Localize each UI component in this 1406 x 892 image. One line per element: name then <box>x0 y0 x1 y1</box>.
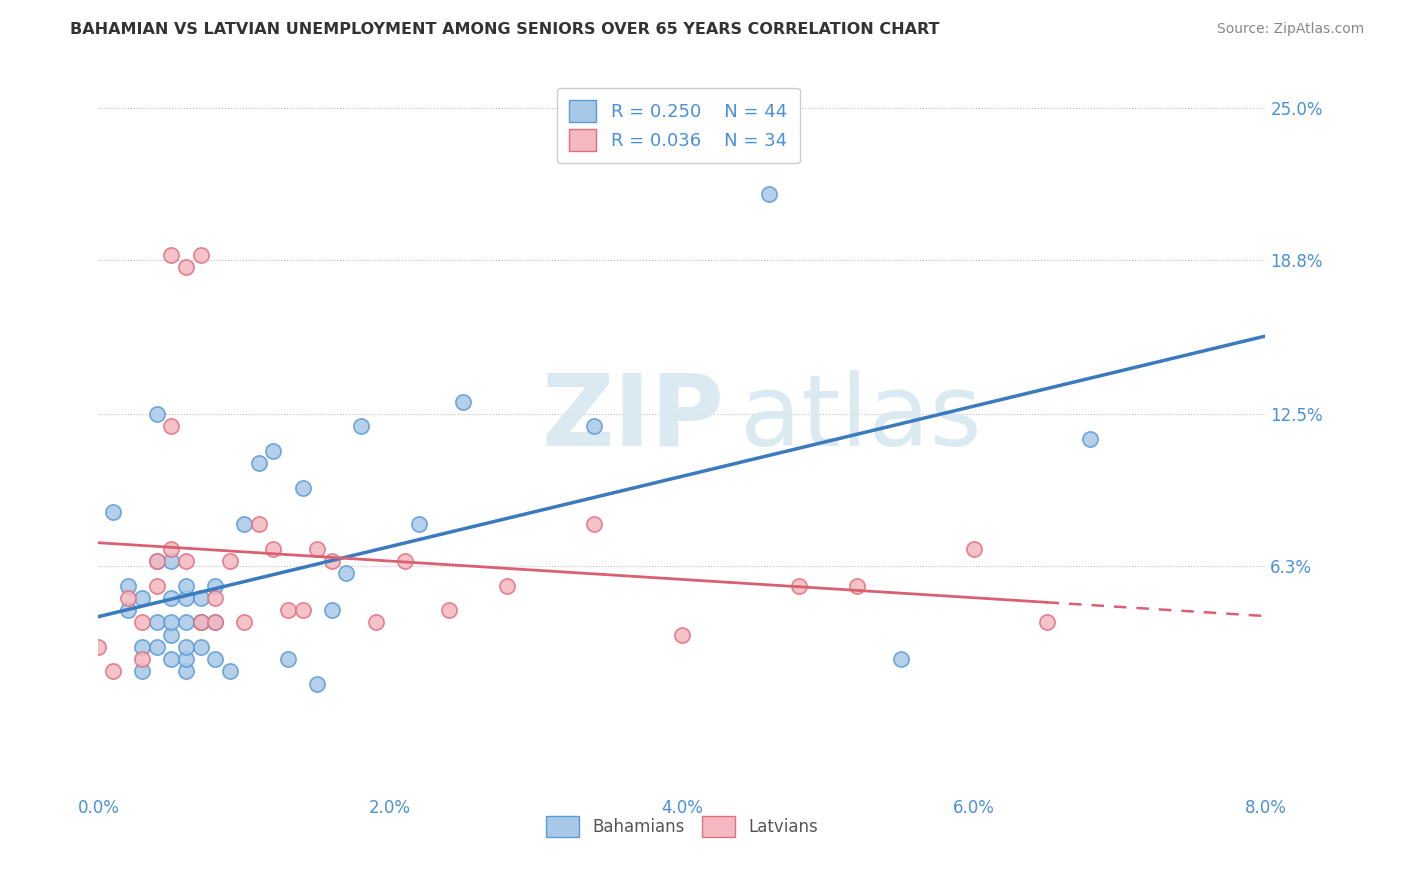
Point <box>190 640 212 654</box>
Point <box>962 541 984 556</box>
Point <box>131 652 153 666</box>
Point <box>174 640 197 654</box>
Point <box>160 248 183 262</box>
Point <box>291 603 314 617</box>
Point <box>204 591 226 605</box>
Point <box>174 652 197 666</box>
Point <box>204 652 226 666</box>
Point <box>262 541 284 556</box>
Point <box>1035 615 1057 630</box>
Point <box>87 640 110 654</box>
Point <box>190 615 212 630</box>
Text: atlas: atlas <box>741 369 981 467</box>
Point <box>583 419 606 434</box>
Point <box>394 554 416 568</box>
Point <box>451 395 474 409</box>
Point <box>131 665 153 679</box>
Point <box>262 444 284 458</box>
Point <box>277 652 299 666</box>
Point <box>160 591 183 605</box>
Point <box>174 554 197 568</box>
Point <box>160 541 183 556</box>
Point <box>190 615 212 630</box>
Point <box>146 554 169 568</box>
Point <box>321 603 343 617</box>
Point <box>307 676 329 690</box>
Point <box>671 628 693 642</box>
Point <box>845 579 868 593</box>
Point <box>247 517 270 532</box>
Point <box>787 579 810 593</box>
Point <box>496 579 519 593</box>
Point <box>131 591 153 605</box>
Point <box>758 186 780 201</box>
Text: ZIP: ZIP <box>541 369 724 467</box>
Point <box>218 554 240 568</box>
Point <box>101 505 124 519</box>
Point <box>117 591 139 605</box>
Point <box>117 579 139 593</box>
Point <box>364 615 387 630</box>
Point <box>335 566 357 581</box>
Point <box>174 591 197 605</box>
Point <box>233 517 256 532</box>
Point <box>131 640 153 654</box>
Point <box>160 615 183 630</box>
Point <box>190 248 212 262</box>
Point <box>160 554 183 568</box>
Point <box>117 603 139 617</box>
Legend: Bahamians, Latvians: Bahamians, Latvians <box>538 810 825 843</box>
Point <box>204 615 226 630</box>
Point <box>204 579 226 593</box>
Point <box>174 665 197 679</box>
Point <box>174 615 197 630</box>
Point <box>101 665 124 679</box>
Point <box>174 579 197 593</box>
Point <box>190 591 212 605</box>
Point <box>307 541 329 556</box>
Point <box>218 665 240 679</box>
Point <box>174 260 197 275</box>
Point <box>160 628 183 642</box>
Point <box>146 554 169 568</box>
Point <box>131 615 153 630</box>
Point <box>146 407 169 421</box>
Point <box>247 456 270 470</box>
Point <box>890 652 912 666</box>
Point <box>321 554 343 568</box>
Point <box>277 603 299 617</box>
Point <box>583 517 606 532</box>
Point <box>1080 432 1102 446</box>
Point <box>437 603 460 617</box>
Point <box>160 419 183 434</box>
Point <box>146 579 169 593</box>
Point <box>190 615 212 630</box>
Text: Source: ZipAtlas.com: Source: ZipAtlas.com <box>1216 22 1364 37</box>
Text: BAHAMIAN VS LATVIAN UNEMPLOYMENT AMONG SENIORS OVER 65 YEARS CORRELATION CHART: BAHAMIAN VS LATVIAN UNEMPLOYMENT AMONG S… <box>70 22 939 37</box>
Point <box>408 517 430 532</box>
Point <box>350 419 373 434</box>
Point <box>233 615 256 630</box>
Point <box>204 615 226 630</box>
Point <box>146 640 169 654</box>
Point <box>160 652 183 666</box>
Point <box>146 615 169 630</box>
Point <box>291 481 314 495</box>
